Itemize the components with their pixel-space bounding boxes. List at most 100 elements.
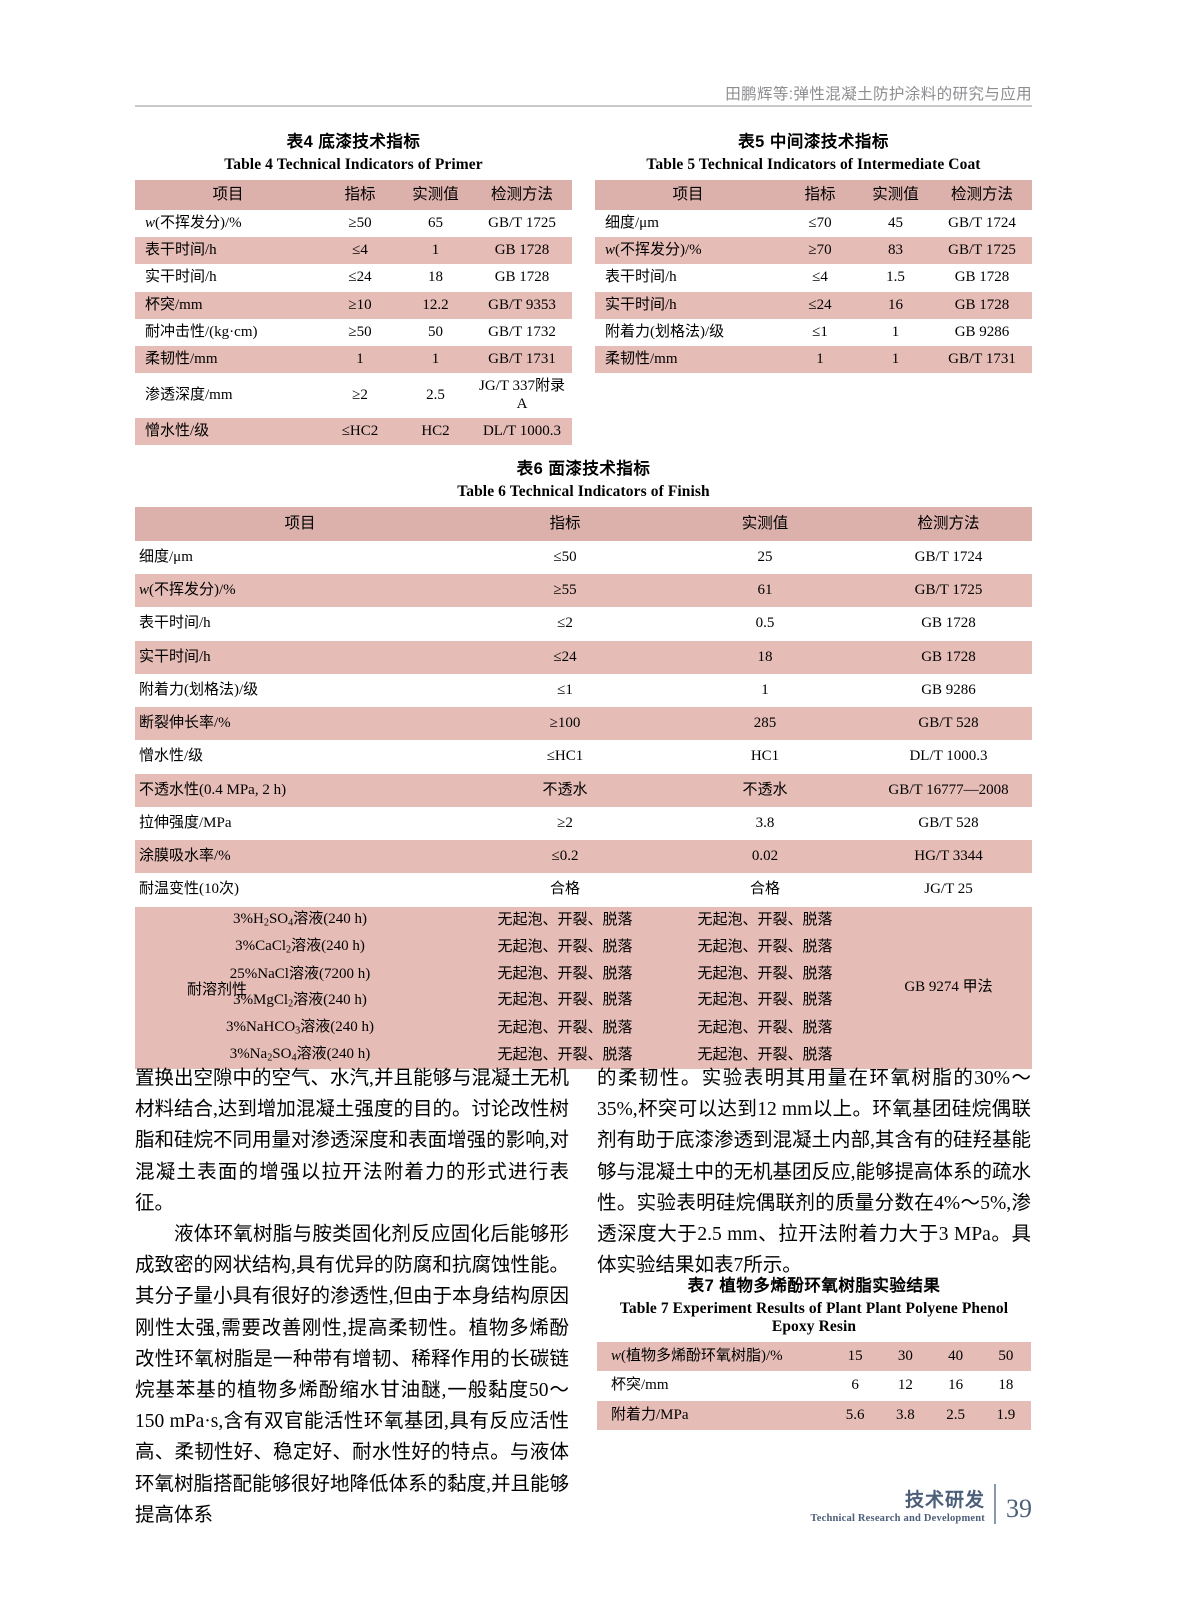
- table-row: 柔韧性/mm 1 1 GB/T 1731: [135, 346, 572, 374]
- cell-item: 憎水性/级: [135, 417, 321, 446]
- cell-measured: 无起泡、开裂、脱落: [665, 1041, 865, 1070]
- cell-solvent-item: 3%Na2SO4溶液(240 h): [135, 1041, 465, 1070]
- table5-block: 表5 中间漆技术指标 Table 5 Technical Indicators …: [595, 128, 1032, 374]
- cell-method: JG/T 337附录A: [472, 373, 572, 418]
- cell-index: ≥50: [321, 209, 399, 238]
- cell-measured: 45: [859, 209, 932, 238]
- cell-index: ≤4: [781, 264, 859, 292]
- cell-index: 无起泡、开裂、脱落: [465, 906, 665, 934]
- cell-value: 3.8: [880, 1400, 931, 1430]
- cell-item: 表干时间/h: [135, 237, 321, 265]
- table6-caption-en: Table 6 Technical Indicators of Finish: [457, 483, 710, 500]
- cell-method: GB/T 1732: [472, 318, 572, 347]
- table4-caption-en: Table 4 Technical Indicators of Primer: [224, 156, 483, 173]
- page-footer: 技术研发 Technical Research and Development …: [135, 1478, 1032, 1524]
- cell-index: ≥100: [465, 707, 665, 741]
- table4: 项目 指标 实测值 检测方法 w(不挥发分)/% ≥50 65 GB/T 1725 表干…: [135, 180, 572, 446]
- body-right-column: 的柔韧性。实验表明其用量在环氧树脂的30%～35%,杯突可以达到12 mm以上。…: [597, 1063, 1031, 1281]
- cell-solvent-item: 3%H2SO4溶液(240 h): [135, 906, 465, 934]
- table-row: 耐温变性(10次) 合格 合格 JG/T 25: [135, 873, 1032, 907]
- cell-item: 憎水性/级: [135, 740, 465, 774]
- cell-item: 耐温变性(10次): [135, 873, 465, 907]
- table-row-solvent: 3%NaHCO3溶液(240 h) 无起泡、开裂、脱落 无起泡、开裂、脱落: [135, 1014, 1032, 1042]
- cell-index: ≥70: [781, 237, 859, 265]
- table7-caption-cn: 表7 植物多烯酚环氧树脂实验结果: [687, 1277, 941, 1295]
- table5-col-method: 检测方法: [932, 180, 1032, 210]
- cell-item: 附着力/MPa: [597, 1400, 831, 1430]
- cell-index: 无起泡、开裂、脱落: [465, 933, 665, 962]
- cell-measured: 不透水: [665, 773, 865, 807]
- table-row-solvent: 3%CaCl2溶液(240 h) 无起泡、开裂、脱落 无起泡、开裂、脱落: [135, 933, 1032, 962]
- cell-item: 表干时间/h: [595, 264, 781, 292]
- table-row: w(不挥发分)/% ≥50 65 GB/T 1725: [135, 209, 572, 238]
- cell-index: ≤24: [781, 291, 859, 319]
- cell-index: ≤1: [465, 673, 665, 708]
- table4-col-index: 指标: [321, 180, 399, 210]
- cell-index: ≥2: [465, 806, 665, 841]
- table-row: 杯突/mm ≥10 12.2 GB/T 9353: [135, 291, 572, 319]
- cell-method: GB 1728: [932, 264, 1032, 292]
- cell-value: 18: [980, 1371, 1031, 1401]
- table7-body: w(植物多烯酚环氧树脂)/% 15 30 40 50 杯突/mm 6 12 16 18 附着力/MP…: [597, 1342, 1031, 1430]
- cell-index: 无起泡、开裂、脱落: [465, 1041, 665, 1070]
- cell-index: 无起泡、开裂、脱落: [465, 1014, 665, 1042]
- cell-index: ≥55: [465, 574, 665, 608]
- cell-item: 杯突/mm: [597, 1371, 831, 1401]
- table-row: 杯突/mm 6 12 16 18: [597, 1371, 1031, 1401]
- cell-index: ≤1: [781, 318, 859, 347]
- table6-body: 细度/μm ≤50 25 GB/T 1724 w(不挥发分)/% ≥55 61 GB/T 17…: [135, 540, 1032, 1070]
- table-row: 柔韧性/mm 1 1 GB/T 1731: [595, 346, 1032, 374]
- cell-value: 40: [930, 1342, 981, 1372]
- cell-value: 5.6: [830, 1400, 881, 1430]
- cell-method: GB/T 528: [865, 806, 1032, 841]
- cell-measured: 1: [665, 673, 865, 708]
- cell-method: GB/T 1731: [932, 346, 1032, 374]
- cell-index: ≤50: [465, 540, 665, 575]
- cell-measured: 18: [399, 264, 472, 292]
- table-row: 表干时间/h ≤4 1.5 GB 1728: [595, 264, 1032, 292]
- cell-method: GB/T 1731: [472, 346, 572, 374]
- cell-index: ≥2: [321, 373, 399, 418]
- cell-index: ≤24: [465, 640, 665, 674]
- table-row: 涂膜吸水率/% ≤0.2 0.02 HG/T 3344: [135, 840, 1032, 874]
- table5-header-row: 项目 指标 实测值 检测方法: [595, 180, 1032, 210]
- table6-col-index: 指标: [465, 507, 665, 541]
- cell-measured: 合格: [665, 873, 865, 907]
- cell-measured: 1: [859, 318, 932, 347]
- cell-measured: 61: [665, 574, 865, 608]
- cell-item: 渗透深度/mm: [135, 373, 321, 418]
- cell-method: JG/T 25: [865, 873, 1032, 907]
- table-row: w(不挥发分)/% ≥55 61 GB/T 1725: [135, 574, 1032, 608]
- cell-measured: 无起泡、开裂、脱落: [665, 987, 865, 1015]
- cell-item: w(不挥发分)/%: [135, 574, 465, 608]
- cell-measured: 83: [859, 237, 932, 265]
- cell-item: 细度/μm: [595, 209, 781, 238]
- table6-caption-cn: 表6 面漆技术指标: [516, 460, 651, 478]
- cell-method: GB/T 1724: [865, 540, 1032, 575]
- cell-item: 不透水性(0.4 MPa, 2 h): [135, 773, 465, 807]
- cell-value: 1.9: [980, 1400, 1031, 1430]
- table5-col-item: 项目: [595, 180, 781, 210]
- table-row: w(不挥发分)/% ≥70 83 GB/T 1725: [595, 237, 1032, 265]
- table-row-solvent: 3%Na2SO4溶液(240 h) 无起泡、开裂、脱落 无起泡、开裂、脱落: [135, 1041, 1032, 1070]
- cell-item: 附着力(划格法)/级: [135, 673, 465, 708]
- cell-value: 6: [830, 1371, 881, 1401]
- paragraph: 的柔韧性。实验表明其用量在环氧树脂的30%～35%,杯突可以达到12 mm以上。…: [597, 1068, 1031, 1277]
- cell-measured: 无起泡、开裂、脱落: [665, 961, 865, 988]
- footer-divider: [994, 1484, 996, 1524]
- cell-index: ≤2: [465, 607, 665, 641]
- cell-method: GB/T 1725: [932, 237, 1032, 265]
- table4-block: 表4 底漆技术指标 Table 4 Technical Indicators o…: [135, 128, 572, 446]
- table-row: 拉伸强度/MPa ≥2 3.8 GB/T 528: [135, 806, 1032, 841]
- cell-item: 实干时间/h: [135, 640, 465, 674]
- table7-block: 表7 植物多烯酚环氧树脂实验结果 Table 7 Experiment Resu…: [597, 1272, 1031, 1430]
- cell-item: 附着力(划格法)/级: [595, 318, 781, 347]
- table-row: 表干时间/h ≤4 1 GB 1728: [135, 237, 572, 265]
- cell-measured: 0.02: [665, 840, 865, 874]
- table-row: 附着力(划格法)/级 ≤1 1 GB 9286: [135, 673, 1032, 708]
- cell-item: 实干时间/h: [595, 291, 781, 319]
- table4-col-item: 项目: [135, 180, 321, 210]
- cell-value: 16: [930, 1371, 981, 1401]
- cell-solvent-item: 3%CaCl2溶液(240 h): [135, 933, 465, 962]
- table5-body: 细度/μm ≤70 45 GB/T 1724 w(不挥发分)/% ≥70 83 GB/T 17…: [595, 209, 1032, 374]
